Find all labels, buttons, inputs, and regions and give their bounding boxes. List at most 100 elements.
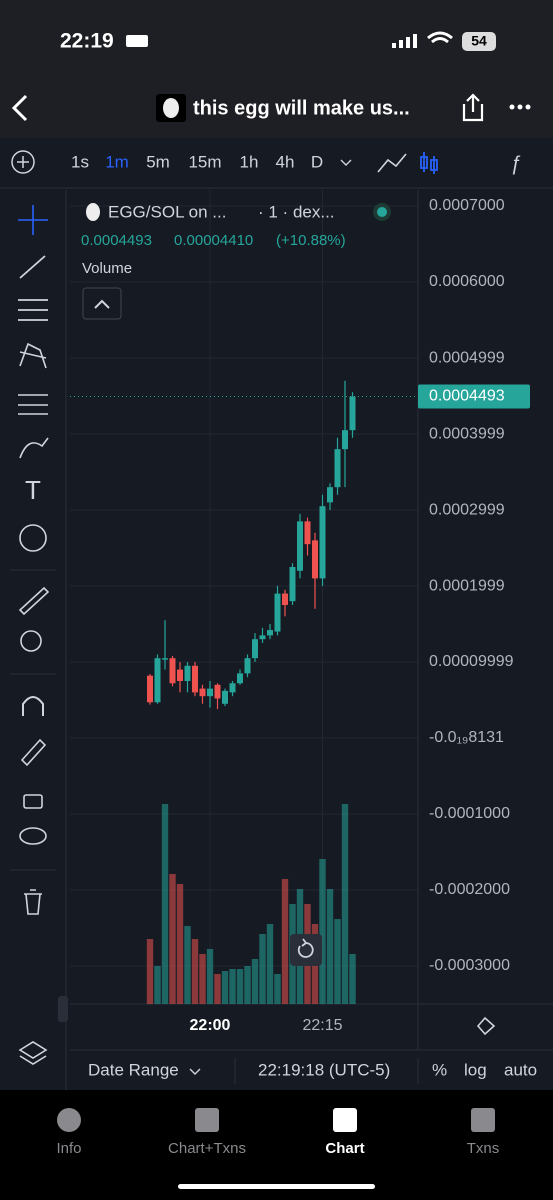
signal-icon	[392, 34, 417, 48]
candle-chart-button[interactable]	[420, 152, 438, 174]
y-tick-label: 0.0007000	[429, 197, 505, 214]
delete-tool[interactable]	[24, 889, 42, 915]
y-tick-label: -0.0003000	[429, 957, 510, 974]
volume-bar	[161, 804, 169, 1004]
x-tick-label: 22:15	[302, 1017, 342, 1034]
candle-body	[342, 430, 348, 450]
volume-bar	[221, 971, 229, 1004]
y-tick-label: 0.0003999	[429, 425, 505, 442]
pair-meta: · 1 · dex...	[258, 202, 335, 221]
trendline-tool[interactable]	[19, 255, 46, 279]
volume-bar	[349, 954, 356, 1004]
layers-button[interactable]	[18, 1041, 48, 1065]
legend-percent: (+10.88%)	[276, 232, 346, 249]
tab-icon[interactable]	[471, 1108, 495, 1132]
candle-body	[214, 684, 221, 699]
y-tick-label: 0.0001999	[429, 577, 505, 594]
settings-button[interactable]	[476, 1016, 496, 1036]
back-button[interactable]	[11, 94, 28, 122]
visibility-tool[interactable]	[19, 827, 47, 845]
reset-icon	[297, 938, 314, 958]
y-tick-label: -0.0002000	[429, 881, 510, 898]
volume-bar	[319, 859, 326, 1004]
candle-body	[229, 683, 236, 693]
tab-label[interactable]: Chart+Txns	[168, 1140, 246, 1157]
line-chart-button[interactable]	[377, 153, 407, 173]
collapse-toolbar[interactable]	[58, 996, 68, 1022]
sleep-icon	[126, 35, 148, 47]
home-indicator	[178, 1184, 375, 1189]
candle-body	[327, 487, 333, 503]
indicators-button[interactable]: ƒ	[510, 152, 521, 174]
collapse-legend[interactable]	[82, 287, 122, 320]
candle-body	[289, 566, 296, 602]
reset-button[interactable]	[290, 934, 322, 966]
volume-bar	[214, 974, 221, 1004]
add-indicator[interactable]	[11, 150, 35, 174]
add-indicator-plus	[17, 156, 29, 168]
brush-tool[interactable]	[19, 437, 49, 459]
log-toggle[interactable]: log	[464, 1060, 487, 1079]
volume-bar	[184, 926, 191, 1004]
interval-button[interactable]: 1m	[105, 152, 129, 171]
top-bar	[0, 0, 553, 138]
interval-button[interactable]: 15m	[188, 152, 221, 171]
tab-icon[interactable]	[333, 1108, 357, 1132]
tab-label[interactable]: Chart	[325, 1140, 364, 1157]
y-tick-label: 0.0002999	[429, 501, 505, 518]
interval-button[interactable]: D	[311, 152, 323, 171]
pair-name: EGG/SOL on ...	[108, 202, 226, 221]
candle-body	[312, 540, 318, 579]
collapse-arrow	[94, 299, 110, 309]
y-tick-label: -0.0001000	[429, 805, 510, 822]
candle-body	[297, 521, 303, 571]
interval-button[interactable]: 5m	[146, 152, 170, 171]
tab-icon[interactable]	[195, 1108, 219, 1132]
more-button[interactable]	[509, 104, 531, 110]
x-tick-label: 22:00	[190, 1017, 231, 1034]
crosshair-tool[interactable]	[18, 205, 48, 235]
candle-body	[169, 658, 176, 684]
candle-body	[319, 506, 326, 579]
candle-body	[222, 690, 228, 704]
fib-tool[interactable]	[18, 299, 48, 321]
projection-tool[interactable]	[18, 394, 48, 415]
clock: 22:19:18 (UTC-5)	[258, 1060, 390, 1079]
volume-bar	[206, 949, 214, 1004]
interval-button[interactable]: 4h	[276, 152, 295, 171]
y-tick-label: 0.0004999	[429, 349, 505, 366]
volume-bar	[341, 804, 349, 1004]
battery-icon	[462, 32, 496, 51]
interval-caret	[340, 159, 352, 166]
interval-button[interactable]: 1s	[71, 152, 89, 171]
pattern-tool[interactable]	[19, 342, 47, 369]
y-tick-label: 0.00009999	[429, 653, 514, 670]
volume-bar	[334, 919, 341, 1004]
tab-label[interactable]: Info	[56, 1140, 81, 1157]
candle-body	[184, 665, 191, 681]
candle-body	[274, 593, 281, 632]
share-button[interactable]	[462, 93, 484, 122]
auto-toggle[interactable]: auto	[504, 1060, 537, 1079]
tab-icon[interactable]	[57, 1108, 81, 1132]
volume-bar	[236, 969, 244, 1004]
tab-label[interactable]: Txns	[467, 1140, 500, 1157]
magnet-tool[interactable]	[22, 696, 44, 716]
tab-bar	[0, 1090, 553, 1200]
emoji-tool[interactable]	[19, 524, 47, 552]
price-tag-label: 0.0004493	[429, 388, 505, 405]
y-tick-label: -0.0₁₉8131	[429, 729, 504, 746]
volume-bar	[281, 879, 289, 1004]
text-tool[interactable]: T	[25, 475, 41, 505]
candle-body	[282, 593, 288, 605]
candle-body	[334, 449, 341, 488]
lock-drawing-tool[interactable]	[20, 738, 47, 767]
candle-body	[192, 665, 198, 693]
lock-tool[interactable]	[23, 794, 43, 809]
interval-button[interactable]: 1h	[240, 152, 259, 171]
measure-tool[interactable]	[18, 586, 50, 616]
percent-toggle[interactable]: %	[432, 1060, 447, 1079]
zoom-tool[interactable]	[20, 630, 42, 652]
y-tick-label: 0.0006000	[429, 273, 505, 290]
date-range[interactable]: Date Range	[88, 1060, 179, 1079]
